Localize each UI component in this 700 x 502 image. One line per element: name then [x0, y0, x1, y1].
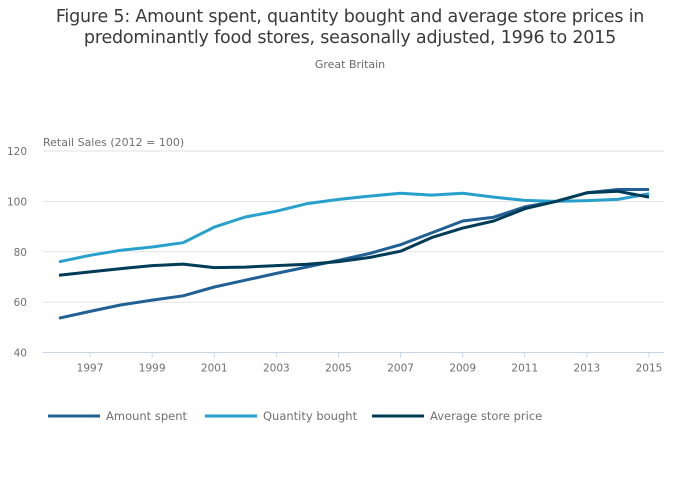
- legend-label: Quantity bought: [263, 409, 358, 423]
- legend-item[interactable]: Amount spent: [48, 409, 188, 423]
- legend-item[interactable]: Average store price: [372, 409, 542, 423]
- gridlines: [43, 150, 664, 303]
- x-tick-label: 2003: [263, 363, 290, 375]
- x-tick-label: 2005: [325, 363, 352, 375]
- x-tick-label: 2001: [201, 363, 228, 375]
- chart-subtitle: Great Britain: [314, 58, 386, 71]
- y-axis-title: Retail Sales (2012 = 100): [43, 136, 184, 149]
- chart-title-line-2: predominantly food stores, seasonally ad…: [83, 28, 617, 48]
- x-tick-label: 2015: [636, 363, 663, 375]
- chart-title-line-1: Figure 5: Amount spent, quantity bought …: [55, 7, 645, 27]
- x-tick-label: 2013: [574, 363, 601, 375]
- y-tick-label: 40: [14, 348, 27, 360]
- x-tick-label: 2011: [511, 363, 538, 375]
- series-line-average-store-price: [58, 189, 650, 277]
- x-tick-label: 2009: [449, 363, 476, 375]
- legend-label: Amount spent: [106, 409, 188, 423]
- y-tick-label: 100: [7, 196, 27, 208]
- x-axis: 1997 1999 2001 2003 2005 2007 2009 2011 2013 2015: [43, 352, 664, 375]
- y-tick-label: 80: [14, 247, 27, 259]
- x-tick-label: 1997: [77, 363, 104, 375]
- chart-title: Figure 5: Amount spent, quantity bought …: [0, 7, 700, 49]
- y-tick-label: 60: [14, 297, 27, 309]
- y-axis-ticks: 40 60 80 100 120: [7, 146, 27, 360]
- x-tick-label: 1999: [139, 363, 166, 375]
- x-tick-label: 2007: [387, 363, 414, 375]
- series-line-amount-spent: [58, 188, 649, 320]
- legend-label: Average store price: [430, 409, 542, 423]
- legend-item[interactable]: Quantity bought: [205, 409, 358, 423]
- y-tick-label: 120: [7, 146, 27, 158]
- series-lines: [58, 188, 650, 320]
- legend: Amount spent Quantity bought Average store…: [48, 409, 542, 423]
